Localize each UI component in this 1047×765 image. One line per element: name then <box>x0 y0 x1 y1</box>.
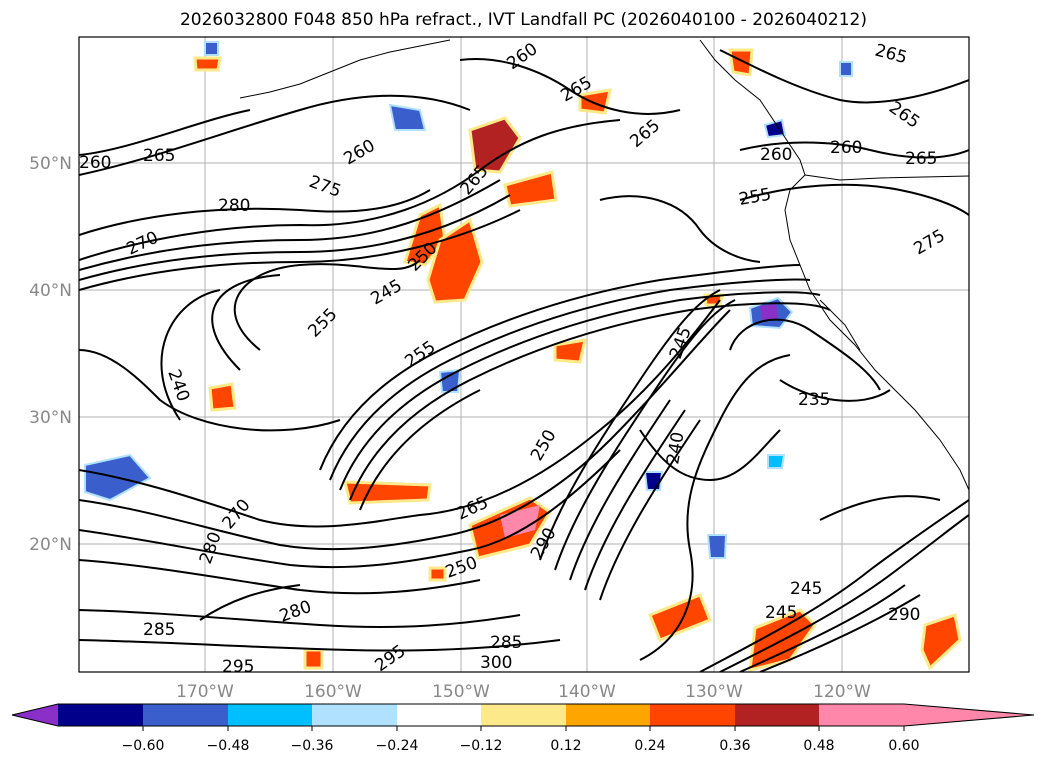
longitude-labels: 170°W 160°W 150°W 140°W 130°W 120°W <box>176 682 871 702</box>
contour-label: 300 <box>480 653 512 673</box>
lat-label: 40°N <box>29 281 72 301</box>
lon-label: 130°W <box>685 682 743 702</box>
latitude-labels: 50°N 40°N 30°N 20°N <box>29 154 72 555</box>
contour-label: 265 <box>143 146 175 166</box>
lat-label: 20°N <box>29 535 72 555</box>
colorbar-segment <box>58 704 143 726</box>
colorbar-tick-label: 0.36 <box>719 738 750 754</box>
map-content: 260 265 260 265 265 265 265 260 260 265 … <box>79 37 969 677</box>
lat-label: 30°N <box>29 408 72 428</box>
colorbar-high-extend <box>904 704 1034 726</box>
colorbar: −0.60 −0.48 −0.36 −0.24 −0.12 0.12 0.24 … <box>11 703 1035 754</box>
contour-label: 285 <box>490 633 522 653</box>
lon-label: 160°W <box>304 682 362 702</box>
contour-label: 245 <box>765 603 797 623</box>
lon-label: 170°W <box>176 682 234 702</box>
colorbar-tick-label: −0.24 <box>376 738 419 754</box>
colorbar-segment <box>143 704 228 726</box>
contour-label: 295 <box>222 657 254 677</box>
contour-label: 265 <box>905 149 937 169</box>
colorbar-segment <box>735 704 819 726</box>
colorbar-outline <box>11 703 1035 727</box>
colorbar-segment <box>228 704 312 726</box>
colorbar-segment <box>312 704 397 726</box>
colorbar-tick-label: −0.60 <box>122 738 165 754</box>
colorbar-tick-label: −0.12 <box>460 738 503 754</box>
colorbar-tick-label: 0.60 <box>888 738 919 754</box>
colorbar-segment <box>481 704 566 726</box>
map-frame <box>78 36 970 673</box>
colorbar-segment <box>819 704 904 726</box>
contour-label: 245 <box>790 579 822 599</box>
map-title: 2026032800 F048 850 hPa refract., IVT La… <box>179 10 867 30</box>
contour-label: 280 <box>218 196 250 216</box>
colorbar-segment <box>650 704 735 726</box>
lon-label: 150°W <box>432 682 490 702</box>
lon-label: 140°W <box>558 682 616 702</box>
colorbar-segment <box>397 704 481 726</box>
colorbar-tick-label: −0.36 <box>291 738 334 754</box>
contour-label: 260 <box>79 153 111 173</box>
contour-label: 260 <box>830 138 862 158</box>
lon-label: 120°W <box>813 682 871 702</box>
colorbar-tick-label: 0.24 <box>634 738 665 754</box>
lat-label: 50°N <box>29 154 72 174</box>
colorbar-segment <box>566 704 650 726</box>
colorbar-tick-label: 0.12 <box>550 738 581 754</box>
contour-label: 235 <box>798 390 830 410</box>
colorbar-tick-label: −0.48 <box>207 738 250 754</box>
contour-lines <box>79 49 969 672</box>
contour-label: 260 <box>760 145 792 165</box>
colorbar-low-extend <box>12 704 58 726</box>
colorbar-tick-label: 0.48 <box>803 738 834 754</box>
contour-label: 290 <box>888 605 920 625</box>
contour-label: 285 <box>143 620 175 640</box>
